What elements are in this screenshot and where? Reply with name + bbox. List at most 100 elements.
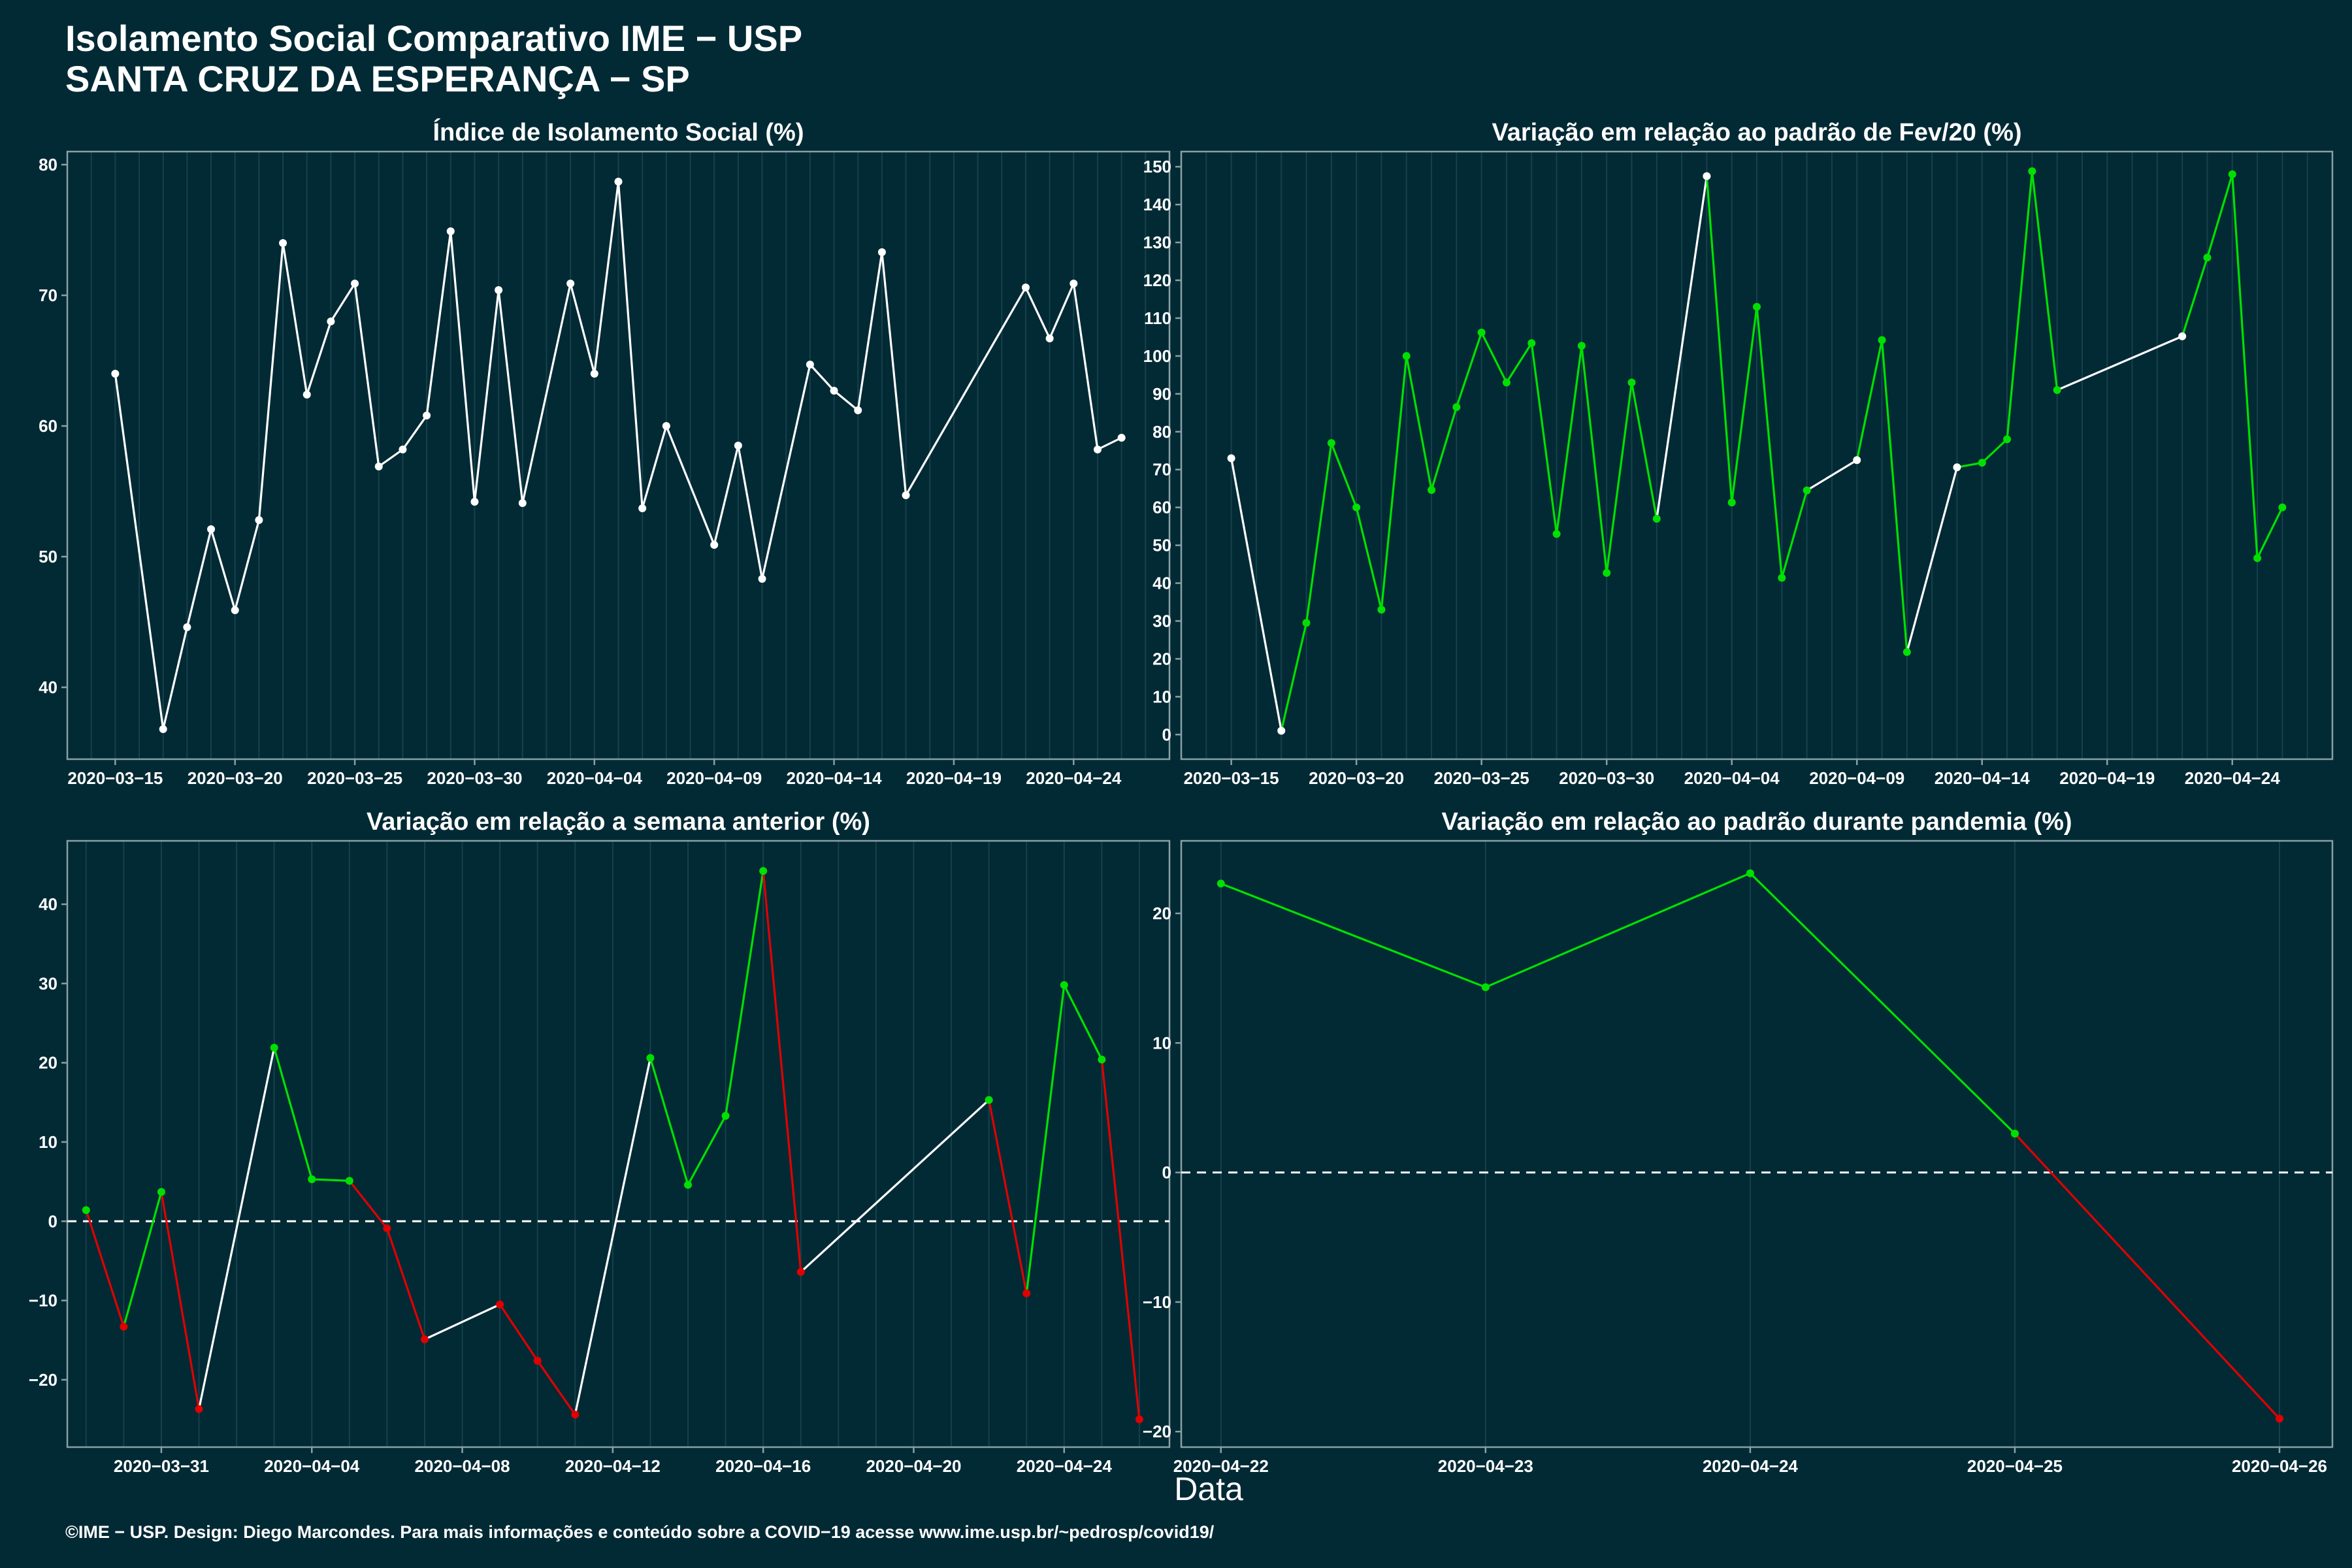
series-segment <box>329 282 356 323</box>
y-tick-label: 120 <box>1143 270 1171 290</box>
y-tick-label: 30 <box>1152 612 1171 631</box>
data-point <box>1217 879 1225 888</box>
data-point <box>420 1335 429 1344</box>
series-segment <box>473 289 500 503</box>
data-point <box>1352 503 1361 512</box>
data-point <box>1022 1289 1031 1298</box>
series-segment <box>401 414 428 451</box>
series-segment <box>310 1178 351 1183</box>
chart-panel-2: Variação em relação ao padrão de Fev/20 … <box>1143 119 2334 788</box>
x-tick-label: 2020−04−24 <box>1026 768 1122 788</box>
data-point <box>1135 1415 1143 1424</box>
series-segment <box>1656 175 1708 520</box>
series-segment <box>641 425 668 510</box>
y-tick-label: 40 <box>39 678 57 697</box>
series-segment <box>1731 305 1758 504</box>
x-tick-label: 2020−04−19 <box>2059 768 2155 788</box>
series-segment <box>687 1115 727 1186</box>
series-segment <box>809 363 836 392</box>
series-segment <box>2014 1132 2281 1420</box>
x-tick-label: 2020−04−09 <box>666 768 762 788</box>
series-segment <box>881 251 907 497</box>
series-segment <box>2256 506 2283 559</box>
data-point <box>495 286 503 294</box>
grid-lines <box>85 841 1140 1447</box>
y-tick-label: 150 <box>1143 157 1171 176</box>
data-point <box>1753 302 1761 311</box>
data-point <box>1098 1055 1106 1064</box>
data-point <box>684 1181 693 1189</box>
series-segment <box>449 230 476 503</box>
x-tick-label: 2020−03−25 <box>307 768 402 788</box>
data-point <box>1527 339 1536 348</box>
x-tick-label: 2020−04−26 <box>2232 1456 2327 1476</box>
series-segment <box>1430 406 1458 491</box>
plot-frame <box>1180 840 2334 1448</box>
series-segment <box>1096 436 1123 451</box>
y-tick-label: 0 <box>1162 725 1171 744</box>
series-segment <box>1756 305 1783 580</box>
data-point <box>2053 386 2061 395</box>
series-segment <box>1605 381 1633 574</box>
x-tick-label: 2020−04−20 <box>866 1456 961 1476</box>
data-point <box>1552 530 1561 538</box>
series-segment <box>234 519 260 612</box>
data-point <box>806 361 814 368</box>
series-segment <box>1780 489 1808 580</box>
data-point <box>1477 328 1486 336</box>
series-segment <box>1480 331 1508 384</box>
data-point <box>2003 435 2012 444</box>
series-segment <box>1705 175 1733 504</box>
y-tick-label: 60 <box>39 416 57 436</box>
data-point <box>590 370 598 378</box>
data-point <box>327 318 335 325</box>
series-segment <box>197 1047 276 1411</box>
data-point <box>159 725 167 733</box>
chart-title: Variação em relação ao padrão durante pa… <box>1441 808 2072 836</box>
data-point <box>1428 486 1436 495</box>
data-point <box>1070 280 1078 287</box>
data-point <box>470 498 479 506</box>
series-segment <box>353 282 380 468</box>
data-point <box>1227 454 1235 463</box>
series-segment <box>1072 282 1099 451</box>
y-tick-label: 70 <box>1152 460 1171 480</box>
chart-title: Variação em relação ao padrão de Fev/20 … <box>1492 119 2021 146</box>
y-tick-label: 60 <box>1152 498 1171 517</box>
series-segment <box>1230 457 1282 732</box>
x-tick-label: 2020−04−04 <box>547 768 643 788</box>
series-segment <box>160 1190 201 1411</box>
data-point <box>1117 434 1126 442</box>
data-point <box>902 491 910 499</box>
series-segment <box>857 251 883 412</box>
y-tick-label: 0 <box>48 1211 57 1231</box>
data-point <box>2203 253 2212 262</box>
y-tick-label: 40 <box>1152 574 1171 593</box>
series-segment <box>593 180 620 375</box>
x-tick-label: 2020−04−24 <box>2185 768 2281 788</box>
series-segment <box>498 1303 539 1362</box>
series-segment <box>760 363 811 580</box>
data-point <box>518 499 527 507</box>
data-point <box>1377 606 1386 614</box>
series-segment <box>737 444 764 580</box>
data-point <box>1093 446 1102 453</box>
data-point <box>195 1405 203 1413</box>
data-point <box>1452 403 1461 412</box>
data-point <box>1060 981 1068 989</box>
series-segment <box>1555 344 1583 535</box>
series-segment <box>122 1190 163 1328</box>
y-tick-label: 50 <box>39 547 57 566</box>
y-tick-label: 130 <box>1143 233 1171 252</box>
grid-lines <box>1181 152 2333 759</box>
data-point <box>1853 456 1861 465</box>
data-points <box>1217 869 2283 1423</box>
chart-title: Variação em relação a semana anterior (%… <box>367 808 870 836</box>
x-tick-label: 2020−04−09 <box>1809 768 1904 788</box>
y-tick-label: 80 <box>1152 422 1171 442</box>
page-subtitle: SANTA CRUZ DA ESPERANÇA − SP <box>65 58 690 99</box>
series-segment <box>2006 170 2033 440</box>
y-tick-label: 20 <box>39 1053 57 1073</box>
